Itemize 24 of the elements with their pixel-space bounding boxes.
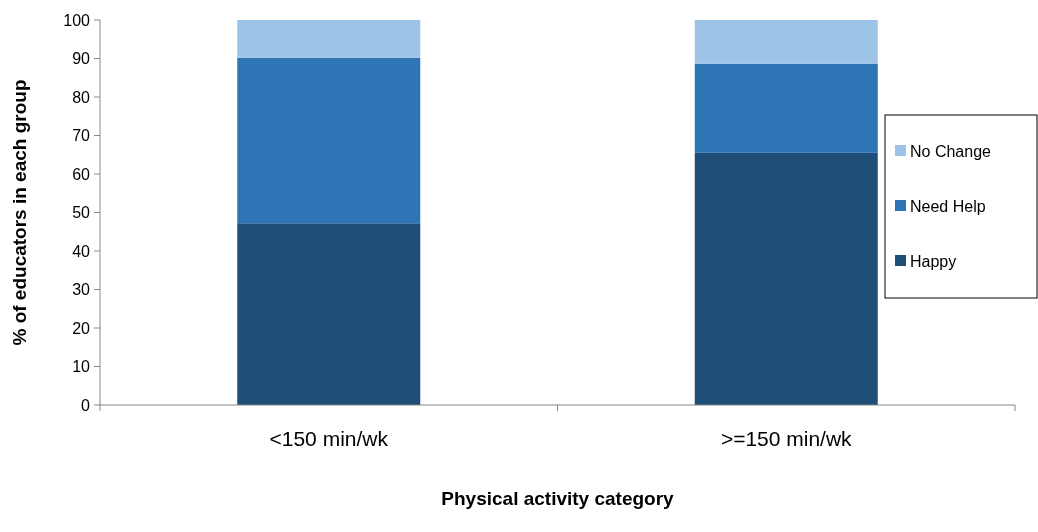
y-axis-title: % of educators in each group xyxy=(9,79,30,346)
y-tick-label: 30 xyxy=(72,281,91,299)
legend-label: Happy xyxy=(910,252,957,270)
y-tick-label: 100 xyxy=(63,11,91,29)
y-tick-label: 50 xyxy=(72,204,91,222)
y-tick-label: 20 xyxy=(72,319,91,337)
bar xyxy=(694,152,878,405)
bar xyxy=(237,57,421,224)
y-tick-label: 10 xyxy=(72,358,91,376)
bar xyxy=(237,20,421,58)
y-tick-label: 80 xyxy=(72,88,91,106)
y-tick-label: 70 xyxy=(72,127,91,145)
x-tick-label: >=150 min/wk xyxy=(720,427,853,450)
y-tick-label: 0 xyxy=(81,396,91,414)
y-tick-label: 60 xyxy=(72,165,91,183)
bar xyxy=(237,223,421,405)
y-tick-label: 90 xyxy=(72,50,91,68)
x-axis-title: Physical activity category xyxy=(441,488,675,509)
legend-label: No Change xyxy=(910,142,992,160)
legend-label: Need Help xyxy=(910,197,986,215)
x-tick-label: <150 min/wk xyxy=(269,427,389,450)
bar xyxy=(694,63,878,153)
bar xyxy=(694,20,878,64)
y-tick-label: 40 xyxy=(72,242,91,260)
